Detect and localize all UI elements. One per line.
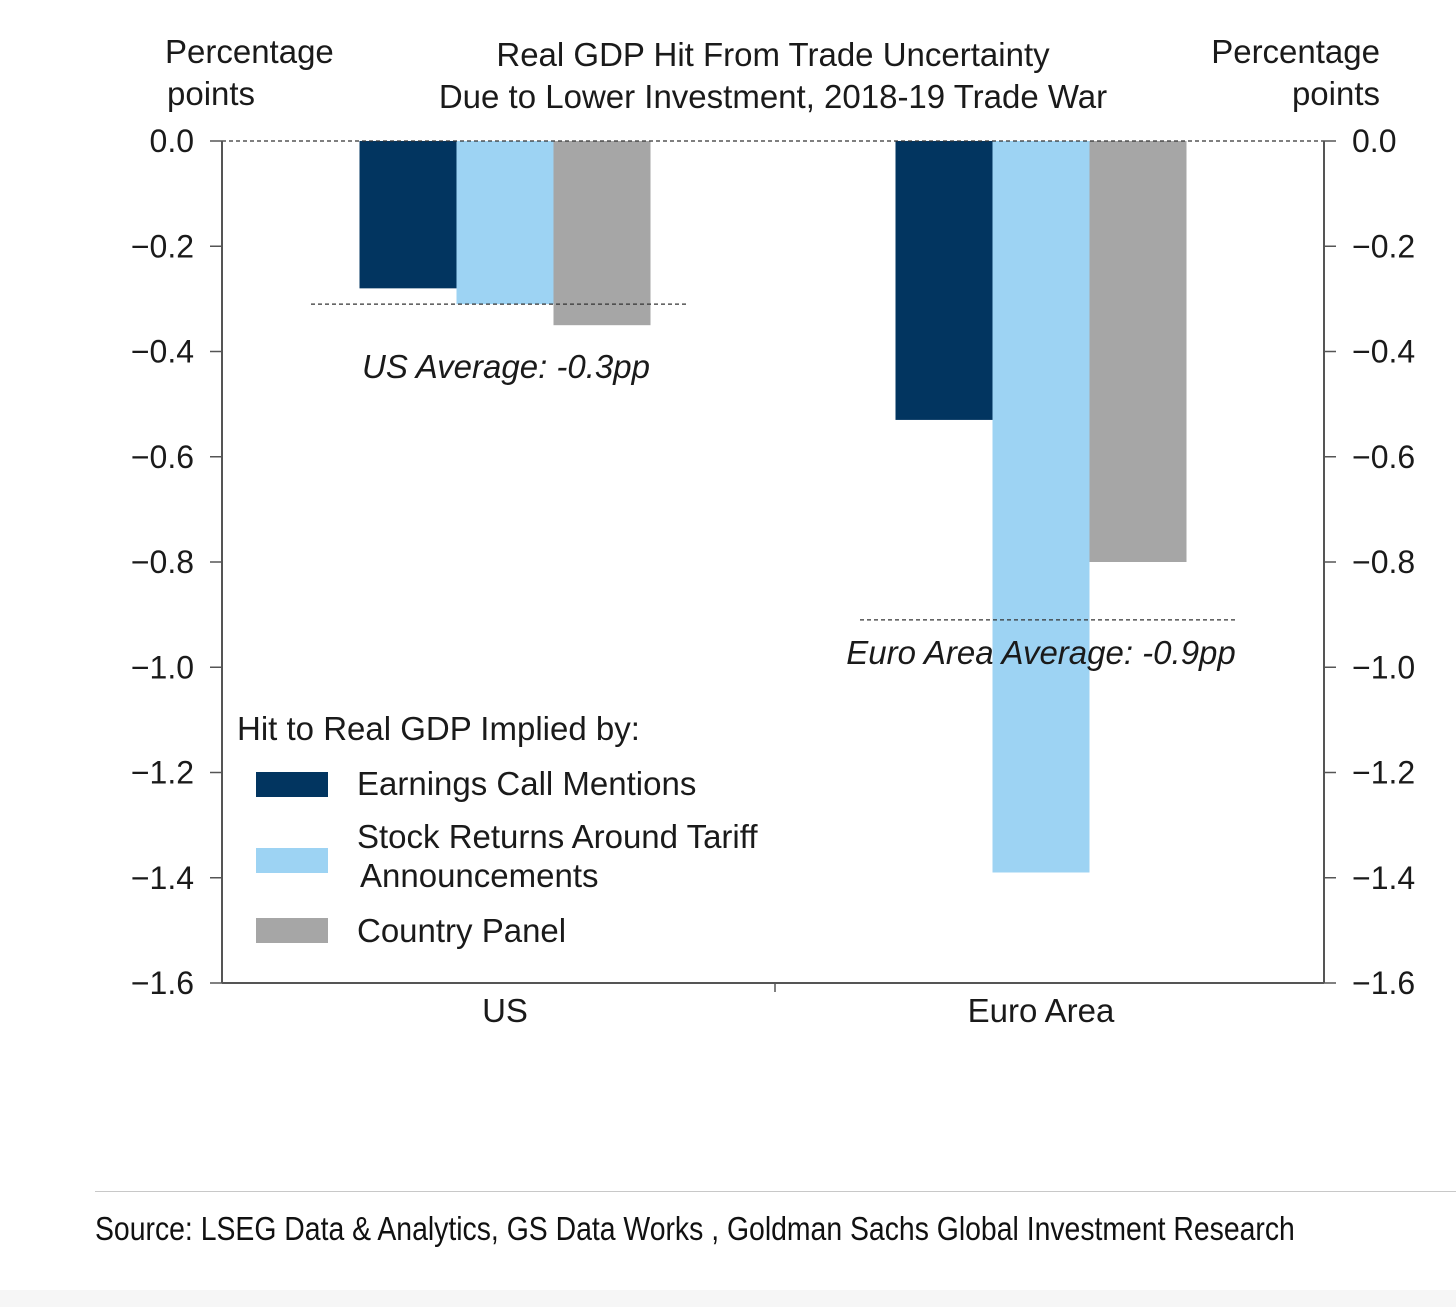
y-tick-label-left: −0.8 bbox=[131, 544, 194, 580]
legend-title: Hit to Real GDP Implied by: bbox=[237, 710, 640, 747]
bar-stock-returns-around-tariff-announcements-euro-area bbox=[992, 141, 1090, 873]
legend-swatch bbox=[256, 772, 328, 797]
source-note: Source: LSEG Data & Analytics, GS Data W… bbox=[95, 1210, 1295, 1247]
page-bottom-band bbox=[0, 1290, 1456, 1307]
y-axis-left-unit-label: points bbox=[167, 75, 255, 112]
legend-label: Stock Returns Around Tariff bbox=[357, 818, 758, 855]
y-axis-left-unit-label: Percentage bbox=[165, 33, 334, 70]
y-tick-label-right: −1.2 bbox=[1352, 755, 1415, 791]
legend-label: Earnings Call Mentions bbox=[357, 765, 696, 802]
y-tick-label-right: −1.4 bbox=[1352, 860, 1415, 896]
y-tick-label-left: −1.0 bbox=[131, 649, 194, 685]
y-tick-label-left: −1.4 bbox=[131, 860, 194, 896]
source-divider bbox=[95, 1191, 1456, 1192]
x-category-label: Euro Area bbox=[968, 992, 1115, 1029]
average-annotation: Euro Area Average: -0.9pp bbox=[846, 634, 1236, 671]
x-category-label: US bbox=[482, 992, 528, 1029]
chart-title-line: Real GDP Hit From Trade Uncertainty bbox=[496, 36, 1050, 73]
legend-swatch bbox=[256, 848, 328, 873]
legend-label: Country Panel bbox=[357, 912, 566, 949]
bar-country-panel-euro-area bbox=[1089, 141, 1187, 562]
y-tick-label-left: −0.2 bbox=[131, 228, 194, 264]
legend-label: Announcements bbox=[360, 857, 599, 894]
y-tick-label-right: 0.0 bbox=[1352, 123, 1396, 159]
bar-earnings-call-mentions-euro-area bbox=[895, 141, 993, 420]
y-tick-label-right: −0.6 bbox=[1352, 439, 1415, 475]
chart-svg: Real GDP Hit From Trade Uncertainty Due t… bbox=[131, 33, 1415, 1029]
y-tick-label-left: −1.6 bbox=[131, 965, 194, 1001]
y-tick-label-left: 0.0 bbox=[150, 123, 194, 159]
legend-swatch bbox=[256, 918, 328, 943]
y-tick-label-right: −1.6 bbox=[1352, 965, 1415, 1001]
y-tick-label-left: −0.4 bbox=[131, 334, 194, 370]
y-tick-label-left: −0.6 bbox=[131, 439, 194, 475]
bar-stock-returns-around-tariff-announcements-us bbox=[456, 141, 554, 305]
y-axis-right-unit-label: points bbox=[1292, 75, 1380, 112]
y-tick-label-right: −1.0 bbox=[1352, 649, 1415, 685]
bar-earnings-call-mentions-us bbox=[359, 141, 457, 289]
y-tick-label-left: −1.2 bbox=[131, 755, 194, 791]
y-tick-label-right: −0.4 bbox=[1352, 334, 1415, 370]
chart-title-line: Due to Lower Investment, 2018-19 Trade W… bbox=[439, 78, 1107, 115]
average-annotation: US Average: -0.3pp bbox=[362, 348, 650, 385]
bar-country-panel-us bbox=[553, 141, 651, 326]
y-tick-label-right: −0.2 bbox=[1352, 228, 1415, 264]
y-axis-right-unit-label: Percentage bbox=[1211, 33, 1380, 70]
y-tick-label-right: −0.8 bbox=[1352, 544, 1415, 580]
